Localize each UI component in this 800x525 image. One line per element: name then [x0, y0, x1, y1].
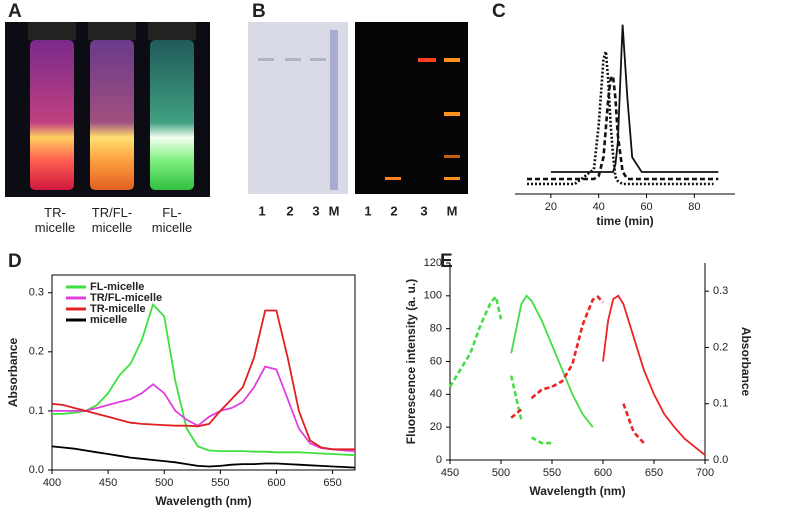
band	[418, 58, 436, 62]
data-line	[602, 294, 706, 456]
data-line	[527, 72, 719, 181]
legend-label: FL-micelle	[90, 281, 144, 293]
data-line	[510, 295, 645, 444]
lane-label: 1	[364, 203, 371, 218]
y-tick-label: 100	[424, 290, 442, 302]
band	[444, 155, 460, 158]
x-tick-label: 550	[211, 477, 229, 489]
lane-label: 2	[390, 203, 397, 218]
band	[285, 58, 301, 61]
y-tick-label: 20	[430, 421, 442, 433]
x-tick-label: 600	[594, 467, 612, 479]
x-tick-label: 600	[267, 477, 285, 489]
x-tick-label: 650	[323, 477, 341, 489]
vial-cap	[88, 22, 136, 40]
x-axis-label: Wavelength (nm)	[529, 484, 625, 498]
x-axis-label: time (min)	[596, 214, 653, 228]
lane-label: 2	[286, 203, 293, 218]
data-line	[527, 51, 714, 186]
x-tick-label: 20	[545, 201, 557, 213]
x-tick-label: 700	[696, 467, 714, 479]
lane-label: 3	[312, 203, 319, 218]
data-line	[52, 365, 356, 452]
x-tick-label: 450	[99, 477, 117, 489]
vial	[150, 40, 194, 190]
y-tick-label: 0.0	[29, 464, 44, 476]
x-tick-label: 550	[543, 467, 561, 479]
y-axis-label: Fluorescence intensity (a. u.)	[404, 279, 418, 444]
plot-frame	[51, 274, 356, 471]
x-tick-label: 40	[593, 201, 605, 213]
y-axis-label: Absorbance	[6, 338, 20, 408]
x-tick-label: 500	[492, 467, 510, 479]
panel-label: C	[492, 1, 506, 22]
data-line	[52, 302, 356, 457]
band	[444, 177, 460, 180]
vial-cap	[148, 22, 196, 40]
data-line	[51, 309, 355, 451]
x-tick-label: 400	[43, 477, 61, 489]
x-tick-label: 80	[688, 201, 700, 213]
lane-label: 1	[258, 203, 265, 218]
y-tick-label: 60	[430, 355, 442, 367]
panel-label: B	[252, 1, 266, 22]
data-line	[448, 294, 552, 445]
y-tick-label: 0.2	[713, 341, 728, 353]
vial-label: TR/FL- micelle	[91, 205, 133, 235]
y-axis-label: Absorbance	[739, 327, 753, 397]
band	[385, 177, 401, 180]
y-tick-label: 0.2	[29, 346, 44, 358]
y-tick-label: 80	[430, 323, 442, 335]
panel-label: A	[8, 1, 22, 22]
x-tick-label: 650	[645, 467, 663, 479]
y-tick-label: 0.1	[713, 398, 728, 410]
vial-cap	[28, 22, 76, 40]
vial-label: FL- micelle	[151, 205, 193, 235]
y-tick-label: 0.1	[29, 405, 44, 417]
vial	[90, 40, 134, 190]
data-line	[51, 445, 356, 469]
band	[310, 58, 326, 61]
x-tick-label: 60	[640, 201, 652, 213]
y-tick-label: 0.3	[713, 285, 728, 297]
vial-label: TR- micelle	[34, 205, 76, 235]
band	[444, 112, 460, 116]
vial	[30, 40, 74, 190]
data-line	[511, 296, 603, 441]
y-tick-label: 40	[430, 388, 442, 400]
lane-label: 3	[420, 203, 427, 218]
legend-label: TR-micelle	[90, 303, 146, 315]
x-axis-label: Wavelength (nm)	[155, 494, 251, 508]
legend-label: TR/FL-micelle	[90, 292, 162, 304]
gel-fluor	[355, 22, 468, 194]
x-tick-label: 450	[441, 467, 459, 479]
y-tick-label: 0	[436, 454, 442, 466]
y-tick-label: 0.3	[29, 287, 44, 299]
x-tick-label: 500	[155, 477, 173, 489]
marker-lane	[330, 30, 338, 190]
y-tick-label: 120	[424, 257, 442, 269]
panel-label: D	[8, 251, 22, 272]
legend-label: micelle	[90, 314, 127, 326]
lane-label: M	[447, 203, 458, 218]
band	[258, 58, 274, 61]
y-tick-label: 0.0	[713, 454, 728, 466]
band	[444, 58, 460, 62]
lane-label: M	[329, 203, 340, 218]
data-line	[550, 24, 719, 173]
